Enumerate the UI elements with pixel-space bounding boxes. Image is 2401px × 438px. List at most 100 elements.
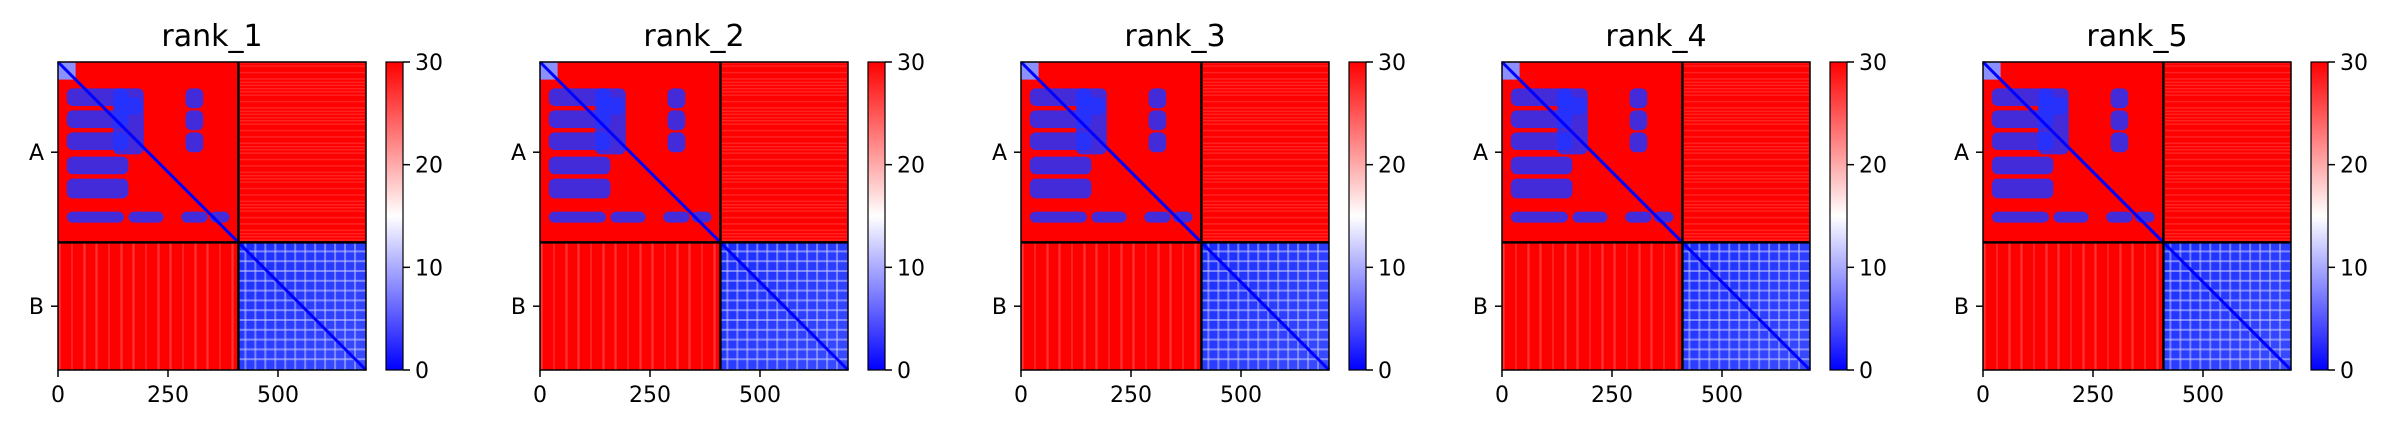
texture-stripe (1682, 113, 1810, 116)
texture-stripe (231, 242, 233, 370)
domain-island (1510, 178, 1573, 199)
band-line (2163, 250, 2291, 253)
texture-stripe (676, 242, 678, 370)
texture-stripe (720, 84, 848, 87)
band-line (1682, 358, 1810, 361)
texture-stripe (238, 100, 366, 103)
band-line (720, 289, 848, 292)
band-line (314, 242, 317, 370)
texture-stripe (720, 158, 848, 161)
texture-stripe (238, 123, 366, 125)
texture-stripe (720, 94, 848, 96)
texture-stripe (96, 242, 98, 370)
band-line (274, 242, 277, 370)
texture-stripe (2163, 113, 2291, 116)
texture-stripe (1096, 242, 1098, 370)
band-line (1201, 319, 1329, 321)
texture-stripe (720, 91, 848, 93)
band-line (2163, 289, 2291, 292)
texture-stripe (170, 242, 172, 370)
texture-stripe (2045, 242, 2047, 370)
texture-stripe (1201, 129, 1329, 132)
texture-stripe (1539, 242, 1541, 370)
band-line (238, 270, 366, 272)
texture-stripe (2163, 204, 2291, 206)
texture-stripe (1682, 120, 1810, 122)
y-tick-label: B (1954, 295, 1969, 320)
heatmap-frame (1501, 61, 1811, 371)
texture-stripe (720, 129, 848, 132)
domain-island (2053, 211, 2089, 223)
texture-stripe (2163, 200, 2291, 203)
texture-stripe (2163, 146, 2291, 148)
x-tick-label: 0 (1014, 383, 1028, 408)
texture-stripe (1682, 152, 1810, 154)
texture-stripe (238, 223, 366, 225)
texture-stripe (1682, 107, 1810, 109)
texture-stripe (1682, 236, 1810, 238)
texture-stripe (2163, 81, 2291, 84)
domain-island (1991, 156, 2054, 175)
texture-stripe (2163, 100, 2291, 103)
band-line (720, 348, 848, 351)
x-tick-label: 250 (147, 383, 189, 408)
texture-stripe (238, 84, 366, 87)
texture-stripe (195, 242, 197, 370)
texture-stripe (1682, 158, 1810, 161)
texture-stripe (1201, 71, 1329, 74)
texture-stripe (720, 229, 848, 232)
x-tick-label: 500 (1701, 383, 1743, 408)
band-line (1788, 242, 1791, 370)
texture-stripe (2163, 78, 2291, 80)
domain-island (1991, 211, 2049, 223)
y-tick-label: A (29, 141, 44, 166)
texture-stripe (238, 129, 366, 132)
colorbar-tick-label: 0 (897, 359, 911, 384)
texture-stripe (720, 100, 848, 103)
domain-island (1510, 211, 1568, 223)
texture-stripe (1084, 242, 1086, 370)
texture-stripe (238, 65, 366, 67)
band-line (1201, 358, 1329, 361)
band-line (1201, 289, 1329, 292)
band-line (1201, 338, 1329, 341)
y-tick-label: A (992, 141, 1007, 166)
texture-stripe (720, 142, 848, 145)
texture-stripe (627, 242, 629, 370)
domain-island (1510, 156, 1573, 175)
band-line (1201, 279, 1329, 282)
texture-stripe (1650, 242, 1652, 370)
band-line (1237, 242, 1240, 370)
panel-title: rank_2 (643, 19, 744, 54)
texture-stripe (2163, 120, 2291, 122)
texture-stripe (1201, 84, 1329, 87)
texture-stripe (1201, 200, 1329, 203)
texture-stripe (238, 94, 366, 96)
texture-stripe (688, 242, 690, 370)
domain-island (1559, 97, 1586, 115)
texture-stripe (1676, 242, 1678, 370)
x-tick-label: 250 (2072, 383, 2114, 408)
texture-stripe (1034, 242, 1036, 370)
texture-stripe (720, 81, 848, 84)
band-line (1682, 319, 1810, 321)
y-tick-label: A (1473, 141, 1488, 166)
band-line (294, 242, 297, 370)
texture-stripe (720, 136, 848, 138)
texture-stripe (720, 216, 848, 219)
domain-island (1148, 88, 1167, 109)
texture-stripe (238, 200, 366, 203)
texture-stripe (1201, 181, 1329, 183)
texture-stripe (720, 123, 848, 125)
band-line (1201, 328, 1329, 331)
texture-stripe (1565, 242, 1567, 370)
texture-stripe (1182, 242, 1184, 370)
texture-stripe (1682, 88, 1810, 90)
texture-stripe (553, 242, 555, 370)
band-line (1798, 242, 1801, 370)
band-line (2163, 279, 2291, 282)
texture-stripe (2163, 239, 2291, 241)
band-line (1698, 242, 1701, 370)
texture-stripe (1515, 242, 1517, 370)
band-line (1287, 242, 1290, 370)
